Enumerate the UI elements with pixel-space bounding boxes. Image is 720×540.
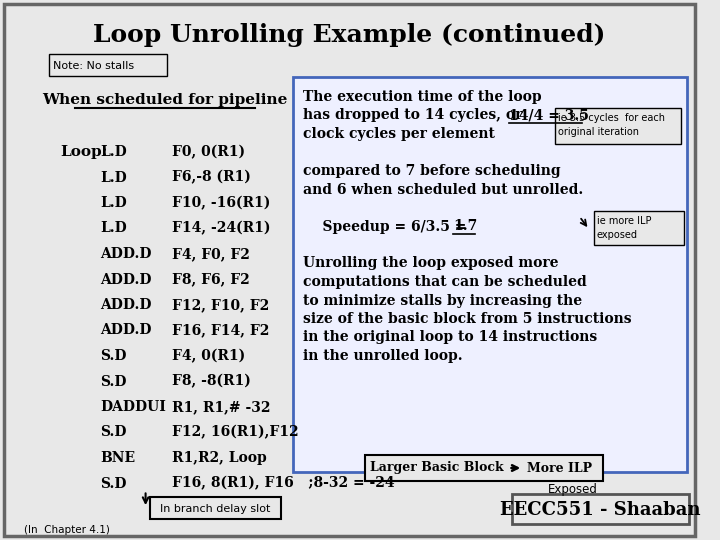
Text: EECC551 - Shaaban: EECC551 - Shaaban <box>500 501 700 519</box>
Text: ADD.D: ADD.D <box>100 323 151 338</box>
Text: R1,R2, Loop: R1,R2, Loop <box>172 451 266 465</box>
Bar <box>365 455 603 481</box>
Text: F6,-8 (R1): F6,-8 (R1) <box>172 171 251 185</box>
Text: has dropped to 14 cycles, or: has dropped to 14 cycles, or <box>303 109 527 123</box>
Text: 14/4 = 3.5: 14/4 = 3.5 <box>508 109 588 123</box>
Text: size of the basic block from 5 instructions: size of the basic block from 5 instructi… <box>303 312 631 326</box>
Text: L.D: L.D <box>100 171 127 185</box>
Text: L.D: L.D <box>100 221 127 235</box>
Text: L.D: L.D <box>100 196 127 210</box>
Text: S.D: S.D <box>100 476 127 490</box>
Text: More ILP: More ILP <box>527 462 592 475</box>
Text: 1.7: 1.7 <box>454 219 477 233</box>
Text: F4, F0, F2: F4, F0, F2 <box>172 247 250 261</box>
Text: F16, F14, F2: F16, F14, F2 <box>172 323 269 338</box>
Text: ADD.D: ADD.D <box>100 273 151 287</box>
Text: BNE: BNE <box>100 451 135 465</box>
Text: S.D: S.D <box>100 375 127 388</box>
Text: compared to 7 before scheduling: compared to 7 before scheduling <box>303 164 560 178</box>
Bar <box>150 497 282 519</box>
Text: computations that can be scheduled: computations that can be scheduled <box>303 275 587 289</box>
Text: F0, 0(R1): F0, 0(R1) <box>172 145 245 159</box>
Text: Larger Basic Block: Larger Basic Block <box>370 462 503 475</box>
Text: in the unrolled loop.: in the unrolled loop. <box>303 349 462 363</box>
Text: to minimize stalls by increasing the: to minimize stalls by increasing the <box>303 294 582 307</box>
Text: F12, 16(R1),F12: F12, 16(R1),F12 <box>172 426 298 440</box>
Bar <box>48 54 167 76</box>
Text: F8, -8(R1): F8, -8(R1) <box>172 374 251 389</box>
Text: ie 3.5 cycles  for each: ie 3.5 cycles for each <box>558 113 665 123</box>
Text: and 6 when scheduled but unrolled.: and 6 when scheduled but unrolled. <box>303 183 583 197</box>
Text: F4, 0(R1): F4, 0(R1) <box>172 349 245 363</box>
Text: F8, F6, F2: F8, F6, F2 <box>172 273 250 287</box>
Bar <box>293 77 687 472</box>
Text: (In  Chapter 4.1): (In Chapter 4.1) <box>24 525 110 535</box>
Text: Exposed: Exposed <box>548 483 598 496</box>
Text: exposed: exposed <box>597 230 638 240</box>
Text: F12, F10, F2: F12, F10, F2 <box>172 298 269 312</box>
Text: clock cycles per element: clock cycles per element <box>303 127 495 141</box>
Text: original iteration: original iteration <box>558 127 639 137</box>
Text: Note: No stalls: Note: No stalls <box>53 61 135 71</box>
Text: Loop Unrolling Example (continued): Loop Unrolling Example (continued) <box>93 23 606 47</box>
Bar <box>513 494 689 524</box>
Text: Loop:: Loop: <box>60 145 107 159</box>
Text: R1, R1,# -32: R1, R1,# -32 <box>172 400 270 414</box>
Text: Speedup = 6/3.5 =: Speedup = 6/3.5 = <box>303 219 471 233</box>
Text: In branch delay slot: In branch delay slot <box>161 504 271 514</box>
Text: F16, 8(R1), F16   ;8-32 = -24: F16, 8(R1), F16 ;8-32 = -24 <box>172 476 395 491</box>
Text: The execution time of the loop: The execution time of the loop <box>303 90 541 104</box>
Text: S.D: S.D <box>100 349 127 363</box>
Text: DADDUI: DADDUI <box>100 400 166 414</box>
Text: ie more ILP: ie more ILP <box>597 215 652 226</box>
Text: in the original loop to 14 instructions: in the original loop to 14 instructions <box>303 330 597 345</box>
Text: Unrolling the loop exposed more: Unrolling the loop exposed more <box>303 256 558 271</box>
Text: When scheduled for pipeline: When scheduled for pipeline <box>42 93 288 107</box>
Bar <box>555 108 681 144</box>
Text: F10, -16(R1): F10, -16(R1) <box>172 196 270 210</box>
Text: L.D: L.D <box>100 145 127 159</box>
Text: S.D: S.D <box>100 426 127 440</box>
Text: F14, -24(R1): F14, -24(R1) <box>172 221 270 235</box>
Text: ADD.D: ADD.D <box>100 298 151 312</box>
Bar <box>594 211 684 245</box>
Text: ADD.D: ADD.D <box>100 247 151 261</box>
